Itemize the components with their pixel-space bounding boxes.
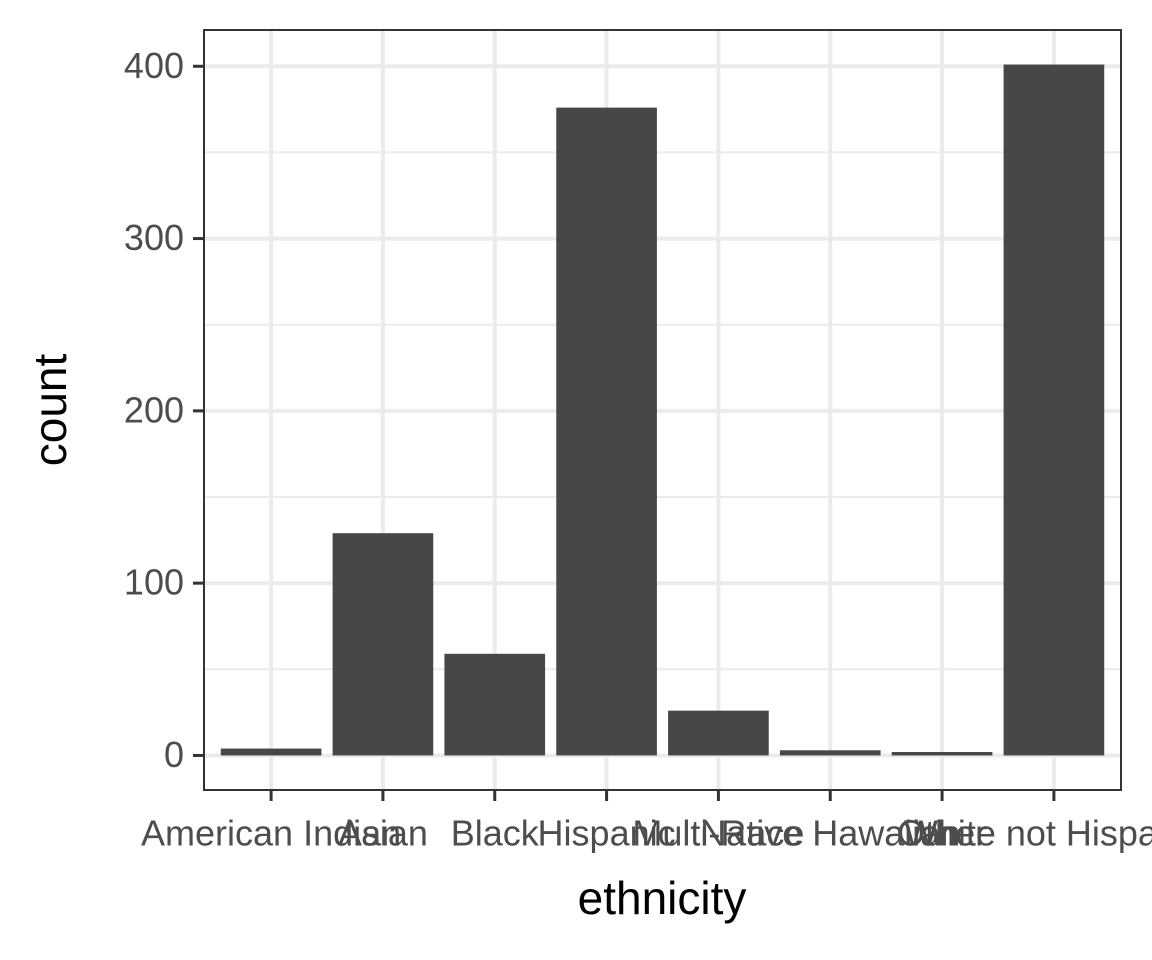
bar <box>1003 64 1105 756</box>
y-tick-label: 200 <box>124 389 184 430</box>
y-tick-label: 100 <box>124 562 184 603</box>
y-tick-label: 300 <box>124 217 184 258</box>
bar <box>332 533 434 756</box>
x-axis-title: ethnicity <box>578 872 747 924</box>
bar <box>220 748 322 756</box>
x-tick-label: Other <box>897 813 987 854</box>
x-tick-label: Native Hawaiian <box>700 813 960 854</box>
x-tick-label: American Indian <box>141 813 401 854</box>
y-axis-title: count <box>24 354 76 467</box>
x-tick-label: Multi-Race <box>632 813 804 854</box>
bar <box>444 653 546 756</box>
x-tick-label: Black <box>451 813 540 854</box>
bar <box>668 710 769 756</box>
bar <box>779 750 881 756</box>
plot-border <box>203 29 1122 791</box>
x-tick-label: Asian <box>338 813 428 854</box>
x-tick-label: White not Hispanic <box>904 813 1152 854</box>
y-tick-label: 400 <box>124 45 184 86</box>
bar <box>891 752 993 756</box>
bar <box>556 107 657 756</box>
x-tick-label: Hispanic <box>538 813 676 854</box>
y-tick-label: 0 <box>164 734 184 775</box>
